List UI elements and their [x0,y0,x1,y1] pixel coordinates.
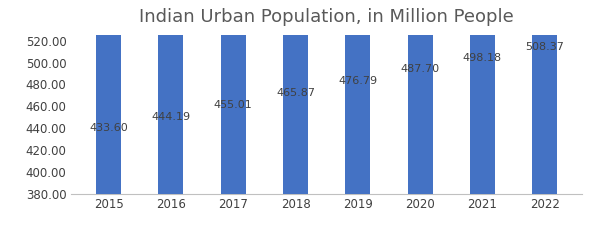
Bar [470,0,495,194]
Text: 508.37: 508.37 [525,42,564,52]
Title: Indian Urban Population, in Million People: Indian Urban Population, in Million Peop… [140,8,514,25]
Text: 455.01: 455.01 [214,100,252,110]
Bar [159,0,184,194]
Bar [532,0,557,194]
Bar [407,0,432,194]
Bar [283,0,308,194]
Text: 465.87: 465.87 [276,88,315,98]
Text: 487.70: 487.70 [400,64,440,74]
Bar [96,0,121,194]
Bar [345,0,370,194]
Text: 476.79: 476.79 [339,76,377,86]
Text: 498.18: 498.18 [463,53,502,63]
Text: 433.60: 433.60 [89,123,128,133]
Text: 444.19: 444.19 [151,112,191,122]
Bar [221,0,246,194]
